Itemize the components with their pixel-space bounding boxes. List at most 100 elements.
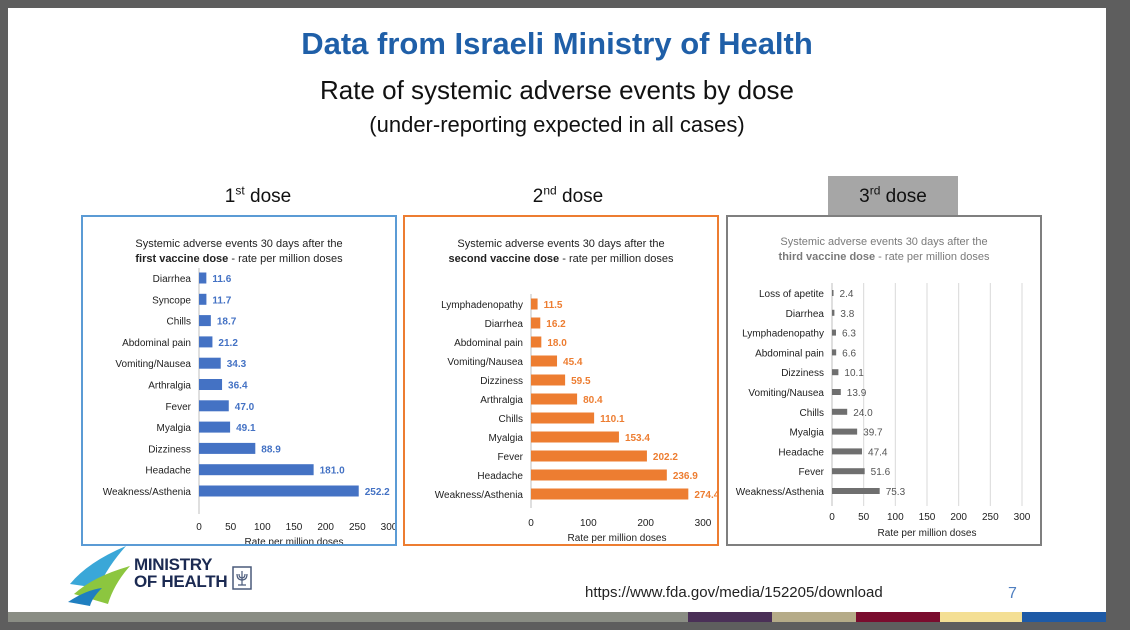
bar (832, 290, 834, 296)
bar (199, 442, 256, 454)
bar (531, 298, 538, 310)
bar (199, 400, 229, 412)
bar (531, 355, 558, 367)
bar-value-label: 47.4 (868, 447, 888, 458)
category-label: Fever (165, 402, 191, 413)
bar-value-label: 110.1 (600, 414, 625, 425)
dose2-label: 2nd dose (532, 183, 604, 207)
x-tick-label: 150 (919, 512, 936, 523)
x-tick-label: 300 (1014, 512, 1031, 523)
bar-value-label: 6.3 (842, 329, 856, 340)
bar (199, 357, 221, 369)
category-label: Headache (477, 471, 523, 482)
footer-stripe-gray (8, 612, 688, 622)
bar (531, 317, 541, 329)
category-label: Dizziness (781, 368, 824, 379)
bar-value-label: 13.9 (847, 388, 867, 399)
bar (199, 315, 211, 327)
x-tick-label: 150 (286, 522, 303, 533)
footer-stripe-purple (688, 612, 772, 622)
chart-title-line1: Systemic adverse events 30 days after th… (457, 238, 664, 250)
bar (832, 408, 848, 415)
bar-value-label: 80.4 (583, 395, 603, 406)
bar (199, 336, 213, 348)
bar (199, 421, 231, 433)
bar-value-label: 47.0 (235, 402, 255, 413)
x-tick-label: 200 (317, 522, 334, 533)
bar-value-label: 3.8 (840, 309, 854, 320)
bar-value-label: 6.6 (842, 348, 856, 359)
bar (832, 369, 839, 376)
chart-title-line2: first vaccine dose - rate per million do… (135, 253, 343, 265)
x-axis-label: Rate per million doses (245, 537, 344, 544)
x-tick-label: 50 (858, 512, 870, 523)
bar-value-label: 10.1 (844, 368, 864, 379)
bar (832, 448, 863, 455)
category-label: Chills (800, 408, 824, 419)
category-label: Diarrhea (153, 274, 192, 285)
x-tick-label: 200 (950, 512, 967, 523)
slide-subtitle-note: (under-reporting expected in all cases) (369, 112, 745, 137)
bar (531, 412, 595, 424)
bar-value-label: 11.7 (212, 295, 231, 306)
dose1-label: 1st dose (224, 183, 292, 207)
bar-value-label: 181.0 (320, 466, 345, 477)
category-label: Lymphadenopathy (742, 329, 824, 340)
footer-stripe-yellow (940, 612, 1022, 622)
bar-value-label: 18.7 (217, 317, 237, 328)
bar (199, 464, 314, 476)
bar (832, 488, 880, 494)
category-label: Abdominal pain (122, 338, 191, 349)
bar-value-label: 11.5 (544, 300, 563, 311)
bar-value-label: 45.4 (563, 357, 583, 368)
category-label: Dizziness (148, 444, 191, 455)
category-label: Fever (798, 467, 824, 478)
bar (531, 374, 566, 386)
bar-value-label: 202.2 (653, 452, 678, 463)
x-tick-label: 300 (381, 522, 395, 533)
page-number: 7 (1008, 585, 1017, 602)
bar (832, 329, 836, 336)
category-label: Diarrhea (786, 309, 825, 320)
chart-title-line2: second vaccine dose - rate per million d… (449, 253, 674, 265)
x-tick-label: 300 (695, 518, 712, 529)
category-label: Chills (167, 317, 191, 328)
x-axis-label: Rate per million doses (878, 528, 977, 539)
category-label: Weakness/Asthenia (736, 487, 825, 498)
chart-title-line1: Systemic adverse events 30 days after th… (135, 238, 342, 250)
category-label: Loss of apetite (759, 289, 824, 300)
bar (199, 379, 223, 390)
bar-value-label: 236.9 (673, 471, 698, 482)
x-tick-label: 250 (982, 512, 999, 523)
bar-value-label: 11.6 (212, 274, 231, 285)
menorah-emblem-icon (232, 566, 252, 590)
bar-value-label: 153.4 (625, 433, 650, 444)
category-label: Vomiting/Nausea (115, 359, 191, 370)
x-tick-label: 250 (349, 522, 366, 533)
x-tick-label: 100 (887, 512, 904, 523)
bar-value-label: 88.9 (261, 444, 281, 455)
bar-value-label: 21.2 (218, 338, 238, 349)
category-label: Diarrhea (485, 319, 524, 330)
x-tick-label: 100 (580, 518, 597, 529)
category-label: Arthralgia (480, 395, 523, 406)
x-tick-label: 50 (225, 522, 237, 533)
logo-line1: MINISTRY (134, 555, 213, 574)
category-label: Myalgia (157, 423, 192, 434)
dose1-chart: Systemic adverse events 30 days after th… (103, 238, 395, 544)
footer-stripe-tan (772, 612, 856, 622)
chart-title-line1: Systemic adverse events 30 days after th… (780, 236, 987, 248)
category-label: Vomiting/Nausea (447, 357, 523, 368)
bar (199, 293, 207, 305)
category-label: Weakness/Asthenia (435, 490, 524, 501)
bar (832, 468, 865, 475)
bar-value-label: 2.4 (840, 289, 854, 300)
source-url[interactable]: https://www.fda.gov/media/152205/downloa… (585, 584, 883, 601)
bar (832, 349, 837, 356)
logo-line2: OF HEALTH (134, 572, 228, 591)
chart-title-line2: third vaccine dose - rate per million do… (779, 251, 990, 263)
footer-stripe-maroon (856, 612, 940, 622)
bar (199, 485, 359, 497)
bar-value-label: 18.0 (547, 338, 567, 349)
bar-value-label: 51.6 (871, 467, 891, 478)
